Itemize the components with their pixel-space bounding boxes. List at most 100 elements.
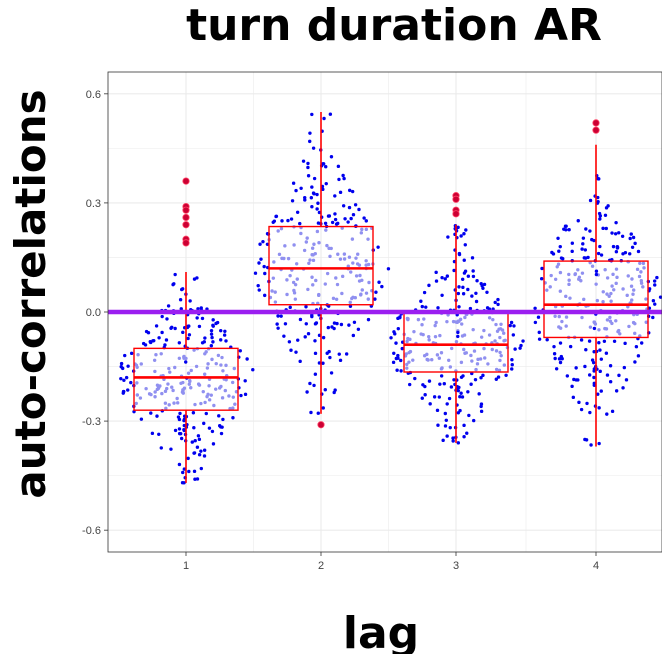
data-point: [217, 423, 222, 428]
data-point: [353, 203, 358, 207]
data-point: [295, 210, 300, 214]
data-point: [360, 227, 364, 232]
data-point: [282, 334, 286, 338]
data-point: [358, 293, 363, 297]
data-point: [445, 402, 449, 406]
data-point: [342, 176, 346, 181]
data-point: [207, 426, 212, 430]
data-point: [466, 287, 470, 292]
data-point: [611, 272, 615, 277]
x-tick-label: 1: [183, 560, 189, 572]
data-point: [647, 287, 652, 291]
data-point: [568, 296, 572, 300]
data-point: [304, 305, 308, 309]
x-tick-label: 3: [453, 560, 459, 572]
data-point: [602, 339, 607, 343]
data-point: [325, 243, 329, 248]
data-point: [332, 321, 337, 325]
data-point: [592, 350, 596, 354]
data-point: [651, 299, 656, 303]
data-point: [392, 351, 396, 356]
data-point: [202, 448, 207, 452]
data-point: [605, 318, 610, 322]
data-point: [644, 320, 648, 324]
outlier-point: [182, 239, 190, 247]
data-point: [209, 344, 214, 348]
data-point: [463, 269, 468, 273]
data-point: [448, 425, 452, 430]
data-point: [342, 257, 347, 261]
data-point: [463, 315, 467, 320]
data-point: [614, 267, 619, 271]
data-point: [407, 360, 411, 364]
data-point: [323, 388, 327, 392]
data-point: [456, 330, 460, 335]
data-point: [119, 361, 124, 366]
data-point: [577, 400, 581, 405]
data-point: [594, 272, 599, 277]
data-point: [303, 195, 307, 200]
data-point: [440, 293, 444, 297]
data-point: [119, 376, 123, 381]
data-point: [199, 466, 204, 471]
data-point: [406, 317, 410, 321]
data-point: [638, 334, 642, 338]
data-point: [216, 353, 221, 358]
data-point: [360, 288, 364, 292]
data-point: [159, 352, 163, 356]
data-point: [447, 396, 452, 401]
data-point: [304, 240, 309, 244]
data-point: [518, 346, 522, 350]
data-point: [283, 244, 287, 248]
data-point: [306, 161, 310, 166]
data-point: [310, 112, 314, 117]
data-point: [170, 385, 174, 389]
data-point: [334, 276, 338, 280]
data-point: [456, 291, 461, 296]
data-point: [628, 236, 632, 241]
data-point: [598, 369, 602, 374]
data-point: [511, 333, 516, 337]
data-point: [603, 326, 607, 331]
data-point: [274, 214, 278, 219]
data-point: [583, 364, 587, 369]
data-point: [289, 348, 293, 352]
data-point: [286, 218, 290, 223]
data-point: [347, 205, 352, 210]
data-point: [460, 395, 465, 399]
data-point: [349, 270, 353, 274]
data-point: [434, 320, 438, 325]
data-point: [485, 290, 489, 294]
data-point: [211, 323, 215, 328]
data-point: [504, 373, 508, 377]
data-point: [556, 262, 561, 266]
data-point: [321, 406, 325, 410]
data-point: [176, 401, 180, 405]
data-point: [644, 297, 648, 301]
data-point: [336, 221, 340, 226]
data-point: [277, 252, 282, 257]
data-point: [343, 217, 347, 221]
data-point: [640, 341, 644, 345]
data-point: [178, 411, 182, 416]
data-point: [263, 293, 267, 298]
data-point: [224, 339, 228, 343]
data-point: [230, 380, 235, 385]
data-point: [545, 338, 549, 342]
data-point: [570, 249, 574, 254]
data-point: [182, 423, 186, 428]
data-point: [609, 291, 613, 296]
data-point: [280, 219, 284, 223]
data-point: [364, 291, 369, 295]
data-point: [168, 370, 172, 374]
data-point: [510, 367, 514, 371]
data-point: [256, 283, 260, 288]
data-point: [428, 402, 432, 406]
data-point: [193, 402, 197, 407]
data-point: [164, 406, 168, 411]
data-point: [285, 278, 289, 282]
data-point: [556, 236, 560, 240]
data-point: [312, 383, 316, 388]
data-point: [389, 336, 393, 340]
data-point: [614, 249, 619, 254]
